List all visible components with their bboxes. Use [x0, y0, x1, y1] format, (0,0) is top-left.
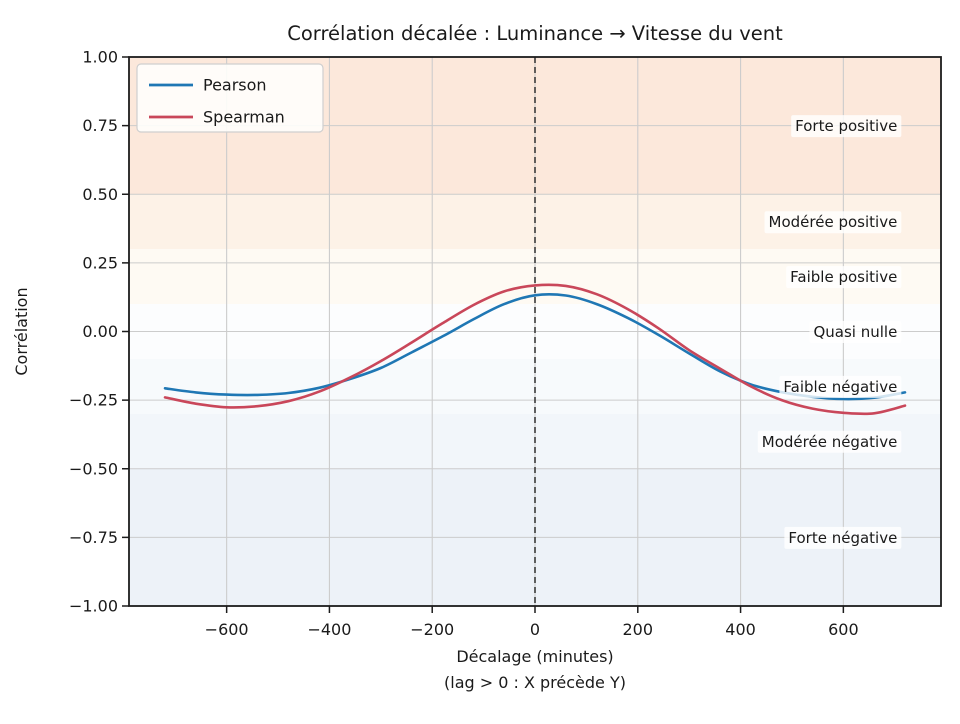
band-label: Faible positive	[790, 268, 897, 286]
x-tick-label: −200	[410, 620, 454, 639]
y-tick-label: −1.00	[69, 597, 118, 616]
band-labels: Forte positive Modérée positive Faible pos…	[757, 115, 902, 549]
legend: Pearson Spearman	[136, 63, 324, 133]
y-tick-label: 0.75	[82, 116, 118, 135]
axis-ticks	[122, 56, 845, 613]
legend-entries: Pearson Spearman	[149, 76, 285, 127]
y-tick-label: 1.00	[82, 48, 118, 67]
band-label: Modérée négative	[762, 433, 898, 451]
x-tick-label: 0	[530, 620, 540, 639]
band-label-box	[764, 211, 902, 234]
tick-labels: 1.00 0.75 0.50 0.25 0.00 −0.25 −0.50 −0.75 −1.00…	[69, 48, 859, 640]
band-label-box	[757, 430, 902, 453]
x-tick-label: 400	[725, 620, 756, 639]
y-tick-label: −0.75	[69, 528, 118, 547]
legend-label-spearman: Spearman	[203, 108, 285, 127]
y-tick-label: 0.00	[82, 322, 118, 341]
band-label-box	[786, 266, 902, 289]
x-axis-sublabel: (lag > 0 : X précède Y)	[444, 673, 626, 692]
legend-box	[136, 63, 324, 133]
band-label-box	[779, 375, 902, 398]
x-tick-label: 600	[828, 620, 859, 639]
band-label: Modérée positive	[769, 213, 898, 231]
x-tick-label: −400	[307, 620, 351, 639]
band-label-box	[791, 115, 902, 138]
y-tick-label: 0.25	[82, 253, 118, 272]
legend-label-pearson: Pearson	[203, 76, 267, 95]
y-tick-label: −0.50	[69, 459, 118, 478]
band-label-box	[809, 321, 902, 343]
y-tick-label: −0.25	[69, 391, 118, 410]
series-line-spearman	[163, 283, 907, 416]
chart-title: Corrélation décalée : Luminance → Vitess…	[287, 22, 783, 45]
band-label: Quasi nulle	[813, 323, 897, 341]
band-label: Forte positive	[795, 117, 897, 135]
x-tick-label: 200	[623, 620, 654, 639]
y-tick-label: 0.50	[82, 185, 118, 204]
band-label: Forte négative	[788, 529, 897, 547]
band-label: Faible négative	[783, 378, 897, 396]
x-axis-label: Décalage (minutes)	[456, 647, 613, 666]
y-axis-label: Corrélation	[12, 287, 31, 375]
x-tick-label: −600	[205, 620, 249, 639]
band-label-box	[784, 526, 902, 549]
